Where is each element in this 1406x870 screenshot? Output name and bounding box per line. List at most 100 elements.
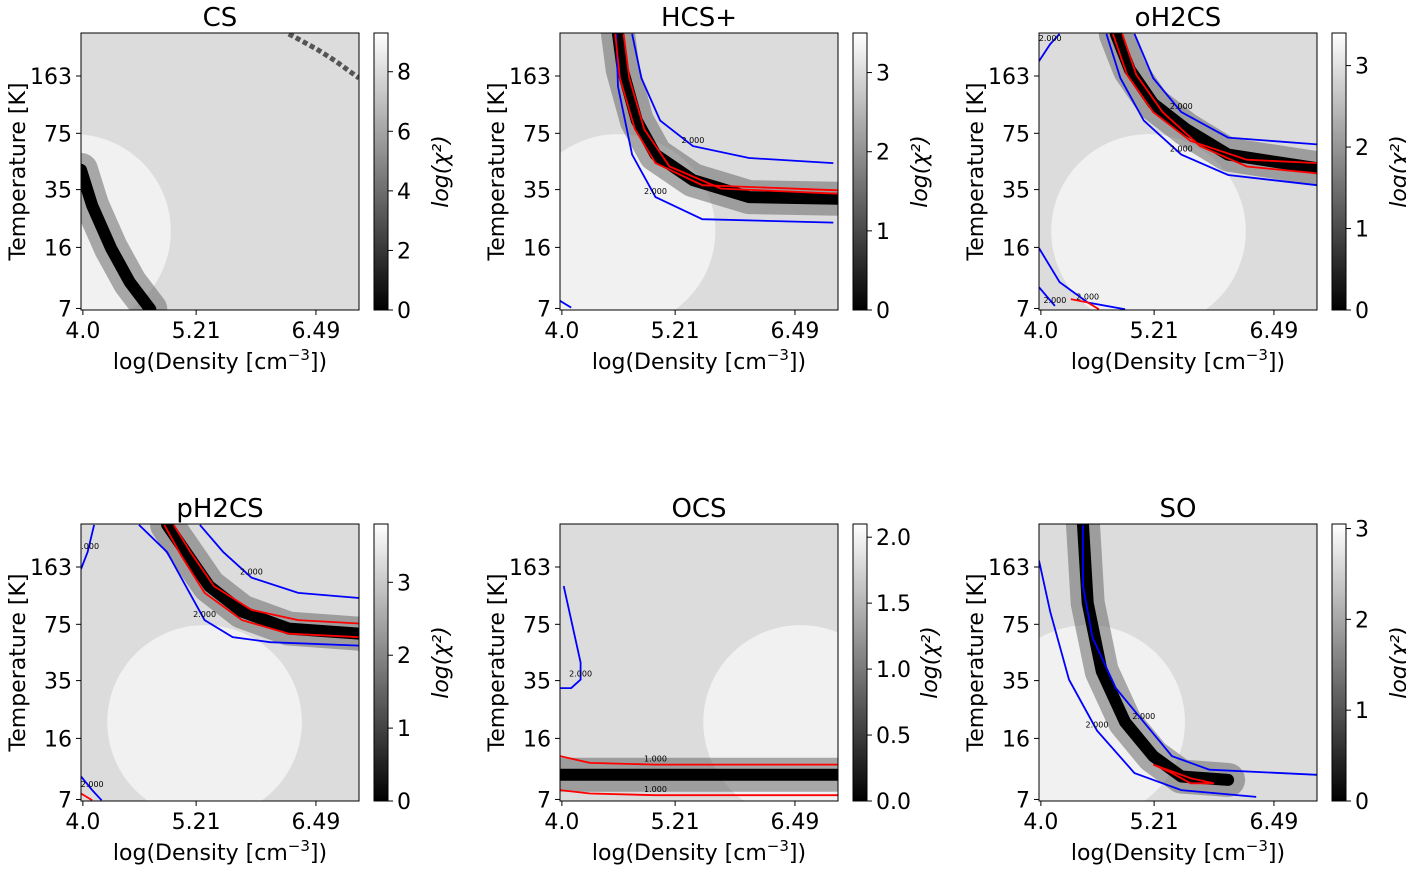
colorbar bbox=[1331, 32, 1347, 311]
chart-title: HCS+ bbox=[661, 3, 737, 33]
colorbar bbox=[852, 523, 868, 802]
colorbar bbox=[852, 32, 868, 311]
x-tick-label: 4.0 bbox=[544, 810, 579, 835]
y-tick-label: 163 bbox=[509, 556, 551, 581]
x-tick-label: 6.49 bbox=[1249, 810, 1298, 835]
heatmap-valley bbox=[161, 524, 359, 640]
contour-label: 2.000 bbox=[1170, 145, 1193, 154]
axes-frame bbox=[80, 32, 360, 311]
contour-label: 2.000 bbox=[193, 610, 216, 619]
contour-label: 2.000 bbox=[569, 670, 592, 679]
y-tick-label: 75 bbox=[523, 613, 551, 638]
contour-label: 2.000 bbox=[81, 780, 104, 789]
contour-label: 2.000 bbox=[76, 542, 99, 551]
y-tick-label: 16 bbox=[1002, 727, 1030, 752]
colorbar-tick-label: 3 bbox=[397, 571, 411, 596]
x-axis-label: log(Density [cm−3]) bbox=[113, 346, 327, 375]
contour-label: 2.000 bbox=[681, 136, 704, 145]
colorbar-tick-label: 2 bbox=[876, 141, 890, 166]
y-tick-label: 7 bbox=[537, 297, 551, 322]
colorbar-tick-label: 8 bbox=[397, 61, 411, 86]
colorbar-tick-label: 1 bbox=[1355, 218, 1369, 243]
colorbar-tick-label: 1.0 bbox=[876, 658, 911, 683]
contour-blue-1 bbox=[615, 33, 834, 224]
x-tick-label: 4.0 bbox=[65, 319, 100, 344]
y-tick-label: 7 bbox=[58, 297, 72, 322]
y-tick-label: 75 bbox=[523, 122, 551, 147]
contour-red-3 bbox=[163, 524, 359, 638]
heatmap: 2.000 2.000 bbox=[1039, 524, 1317, 801]
heatmap: 2.000 2.000 2.000 2.000 bbox=[76, 524, 359, 801]
colorbar-tick-label: 0 bbox=[1355, 790, 1369, 815]
x-axis-label: log(Density [cm−3]) bbox=[113, 837, 327, 866]
contour-label: 2.000 bbox=[1132, 712, 1155, 721]
x-tick-label: 6.49 bbox=[770, 810, 819, 835]
y-tick-label: 163 bbox=[988, 65, 1030, 90]
contour-blue-1 bbox=[1133, 33, 1317, 146]
y-axis-label: Temperature [K] bbox=[485, 83, 510, 262]
colorbar-tick-label: 0 bbox=[876, 299, 890, 324]
colorbar-label: log(χ²) bbox=[429, 626, 454, 699]
heatmap-valley bbox=[1109, 33, 1317, 175]
y-tick-label: 163 bbox=[509, 65, 551, 90]
colorbar-tick-label: 1 bbox=[1355, 699, 1369, 724]
y-axis-label: Temperature [K] bbox=[964, 574, 989, 753]
x-tick-label: 4.0 bbox=[1023, 810, 1058, 835]
contour-red-2 bbox=[1152, 763, 1215, 785]
y-tick-label: 7 bbox=[1016, 297, 1030, 322]
contour-label: 2.000 bbox=[1039, 34, 1062, 43]
contour-label: 1.000 bbox=[644, 755, 667, 764]
contour-blue-2 bbox=[1105, 33, 1317, 187]
y-tick-label: 35 bbox=[1002, 670, 1030, 695]
y-tick-label: 7 bbox=[537, 788, 551, 813]
contour-blue-0 bbox=[631, 33, 834, 164]
x-tick-label: 4.0 bbox=[65, 810, 100, 835]
contour-blue-1 bbox=[1082, 524, 1317, 776]
colorbar-tick-label: 4 bbox=[397, 180, 411, 205]
y-axis-label: Temperature [K] bbox=[964, 83, 989, 262]
x-axis-label: log(Density [cm−3]) bbox=[592, 346, 806, 375]
contour-blue-4 bbox=[560, 300, 572, 309]
colorbar-tick-label: 0 bbox=[1355, 299, 1369, 324]
contour-label: 2.000 bbox=[240, 568, 263, 577]
x-tick-label: 5.21 bbox=[651, 810, 700, 835]
y-tick-label: 16 bbox=[44, 236, 72, 261]
chart-title: SO bbox=[1160, 494, 1197, 524]
colorbar-label: log(χ²) bbox=[1387, 626, 1406, 699]
x-tick-label: 4.0 bbox=[544, 319, 579, 344]
heatmap-high-region bbox=[107, 625, 302, 801]
y-tick-label: 35 bbox=[523, 670, 551, 695]
x-tick-label: 4.0 bbox=[1023, 319, 1058, 344]
contour-red-7 bbox=[1070, 298, 1100, 310]
contour-red-2 bbox=[614, 33, 838, 192]
y-axis-label: Temperature [K] bbox=[6, 574, 31, 753]
colorbar-tick-label: 1.5 bbox=[876, 592, 911, 617]
x-tick-label: 5.21 bbox=[651, 319, 700, 344]
y-tick-label: 75 bbox=[1002, 613, 1030, 638]
heatmap bbox=[81, 33, 359, 310]
heatmap-valley bbox=[1077, 524, 1235, 786]
colorbar-label: log(χ²) bbox=[908, 135, 933, 208]
x-tick-label: 5.21 bbox=[172, 319, 221, 344]
colorbar bbox=[373, 523, 389, 802]
y-tick-label: 35 bbox=[44, 670, 72, 695]
heatmap-high-region bbox=[1051, 134, 1246, 310]
colorbar-tick-label: 3 bbox=[1355, 55, 1369, 80]
contour-blue-0 bbox=[81, 524, 95, 570]
x-tick-label: 6.49 bbox=[1249, 319, 1298, 344]
heatmap-valley bbox=[81, 163, 157, 310]
y-tick-label: 75 bbox=[44, 122, 72, 147]
x-axis-label: log(Density [cm−3]) bbox=[592, 837, 806, 866]
heatmap: 2.000 1.000 1.000 bbox=[560, 524, 838, 801]
colorbar-label: log(χ²) bbox=[1387, 135, 1406, 208]
y-axis-label: Temperature [K] bbox=[485, 574, 510, 753]
colorbar-tick-label: 2 bbox=[1355, 136, 1369, 161]
contour-blue-0 bbox=[1039, 33, 1061, 62]
y-tick-label: 75 bbox=[1002, 122, 1030, 147]
y-axis-label: Temperature [K] bbox=[6, 83, 31, 262]
contour-label: 1.000 bbox=[644, 785, 667, 794]
contour-blue-0 bbox=[1039, 560, 1257, 798]
colorbar-tick-label: 0 bbox=[397, 790, 411, 815]
colorbar-tick-label: 0.0 bbox=[876, 790, 911, 815]
